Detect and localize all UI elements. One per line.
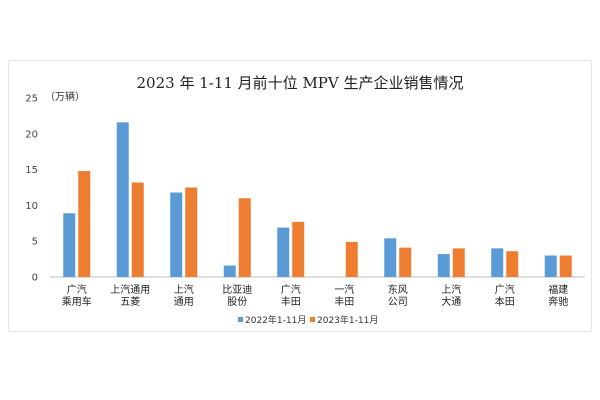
- y-tick-label: 5: [32, 237, 38, 248]
- bar-2022-6: [384, 238, 397, 277]
- category-label: 比亚迪: [222, 284, 252, 296]
- category-label: 奔驰: [548, 295, 568, 308]
- chart-frame: [8, 60, 592, 332]
- y-axis: 0 5 10 15 20 25: [25, 94, 38, 284]
- category-label: 丰田: [281, 295, 301, 308]
- bar-2022-0: [63, 213, 76, 277]
- category-label: 大通: [441, 295, 461, 308]
- bar-2023-5: [345, 241, 358, 277]
- bar-2022-2: [170, 192, 183, 277]
- bar-2022-9: [544, 255, 557, 277]
- legend-swatch: [238, 317, 243, 322]
- category-label: 上汽: [441, 283, 461, 296]
- bar-2023-1: [131, 182, 144, 277]
- bar-2023-7: [452, 248, 465, 277]
- bar-2022-4: [277, 227, 290, 277]
- y-tick-label: 10: [25, 201, 38, 212]
- category-label: 东风: [388, 283, 408, 296]
- bar-2022-7: [437, 254, 450, 277]
- bar-2023-9: [559, 255, 572, 277]
- chart-title: 2023 年 1-11 月前十位 MPV 生产企业销售情况: [137, 74, 464, 92]
- legend: 2022年1-11月 2023年1-11月: [238, 314, 378, 326]
- bar-2023-0: [78, 171, 91, 277]
- category-labels: 广汽乘用车上汽通用五菱上汽通用比亚迪股份广汽丰田一汽丰田东风公司上汽大通广汽本田…: [62, 283, 569, 308]
- y-axis-unit-label: （万辆）: [45, 90, 85, 103]
- bars-group: [63, 122, 572, 278]
- category-label: 广汽: [495, 283, 515, 296]
- bar-2023-6: [399, 247, 412, 277]
- bar-2023-8: [506, 251, 519, 277]
- bar-2023-3: [238, 198, 251, 277]
- category-label: 丰田: [334, 295, 354, 308]
- y-tick-label: 0: [32, 273, 38, 284]
- category-label: 乘用车: [62, 295, 92, 308]
- bar-2023-2: [185, 187, 198, 277]
- bar-2022-8: [491, 248, 504, 277]
- category-label: 通用: [174, 296, 194, 308]
- category-label: 福建: [548, 283, 568, 296]
- y-tick-label: 15: [25, 165, 38, 176]
- bar-2022-1: [116, 122, 129, 278]
- legend-entry: 2022年1-11月: [245, 314, 306, 326]
- category-label: 公司: [388, 297, 408, 308]
- category-label: 上汽: [174, 283, 194, 296]
- category-label: 本田: [495, 295, 515, 308]
- legend-swatch: [310, 317, 315, 322]
- bar-2023-4: [292, 221, 305, 277]
- category-label: 五菱: [120, 296, 140, 308]
- category-label: 广汽: [67, 283, 87, 296]
- bar-2022-3: [223, 265, 236, 277]
- category-label: 股份: [227, 296, 247, 308]
- y-tick-label: 20: [25, 129, 38, 140]
- category-label: 一汽: [334, 283, 354, 296]
- category-label: 广汽: [281, 283, 301, 296]
- y-tick-label: 25: [25, 94, 38, 105]
- category-label: 上汽通用: [110, 283, 150, 296]
- legend-entry: 2023年1-11月: [317, 314, 378, 326]
